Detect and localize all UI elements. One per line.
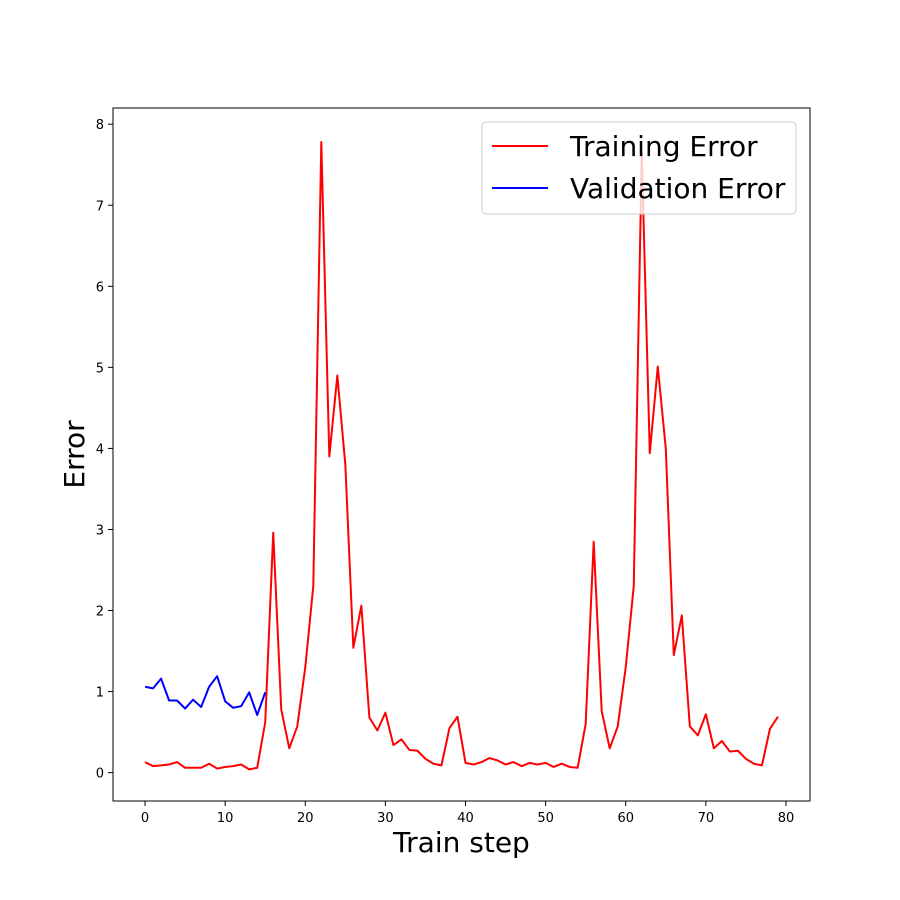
y-tick-label: 3 — [96, 523, 104, 538]
x-tick-label: 70 — [698, 811, 715, 826]
series-line-1 — [144, 675, 267, 717]
y-tick-label: 1 — [96, 686, 104, 701]
y-tick-label: 6 — [96, 280, 104, 295]
x-tick-label: 60 — [617, 811, 634, 826]
plot-frame — [112, 107, 811, 802]
y-tick-label: 7 — [96, 199, 104, 214]
x-tick-label: 80 — [778, 811, 795, 826]
x-tick-label: 40 — [457, 811, 474, 826]
series-layer — [144, 141, 779, 771]
legend-label: Validation Error — [570, 172, 786, 205]
x-tick-label: 0 — [141, 811, 149, 826]
y-axis-label: Error — [58, 420, 91, 489]
y-tick-label: 0 — [96, 767, 104, 782]
x-tick-label: 50 — [537, 811, 554, 826]
y-tick-label: 2 — [96, 605, 104, 620]
y-axis-ticks: 0 1 2 3 4 5 6 7 8 — [96, 118, 113, 782]
x-tick-label: 30 — [377, 811, 394, 826]
legend-label: Training Error — [569, 130, 758, 163]
x-axis-ticks: 0 10 20 30 40 50 60 70 80 — [141, 801, 794, 826]
series-line-0 — [144, 141, 779, 771]
x-axis-label: Train step — [392, 826, 530, 859]
y-tick-label: 5 — [96, 361, 104, 376]
y-tick-label: 8 — [96, 118, 104, 133]
x-tick-label: 20 — [297, 811, 314, 826]
legend-box — [481, 121, 797, 215]
x-tick-label: 10 — [217, 811, 234, 826]
legend: Training Error Validation Error — [481, 121, 797, 215]
y-tick-label: 4 — [96, 442, 104, 457]
